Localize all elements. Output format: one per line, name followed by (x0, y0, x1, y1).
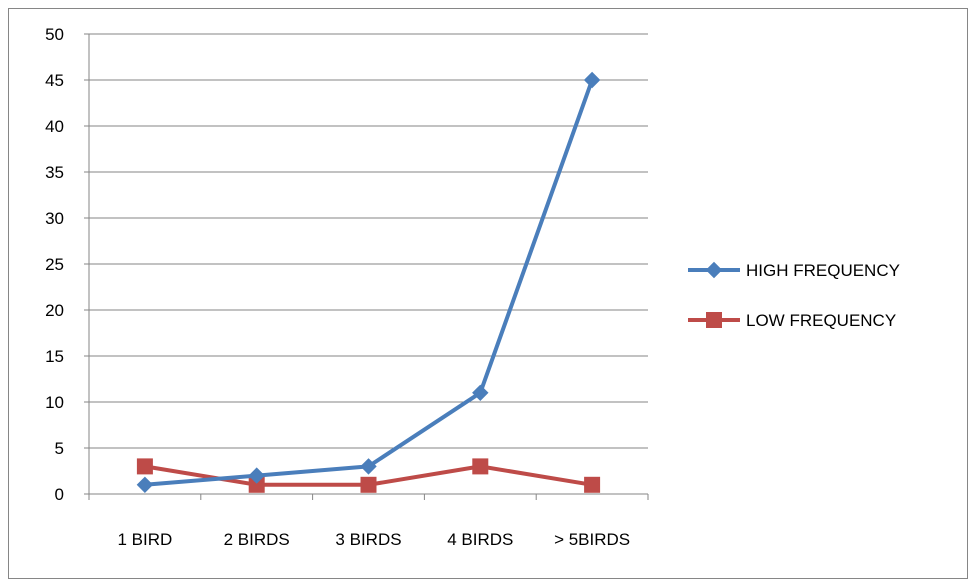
y-tick-label: 45 (45, 71, 64, 90)
y-tick-label: 40 (45, 117, 64, 136)
data-point (136, 458, 153, 475)
x-tick-label: 4 BIRDS (447, 530, 513, 549)
y-tick-label: 35 (45, 163, 64, 182)
legend-square-marker (706, 312, 722, 328)
y-tick-label: 0 (55, 485, 64, 504)
data-point (360, 476, 377, 493)
legend-label: HIGH FREQUENCY (746, 261, 900, 280)
series-line-high-frequency (142, 78, 595, 487)
data-point (472, 458, 489, 475)
y-tick-label: 25 (45, 255, 64, 274)
x-tick-label: 3 BIRDS (335, 530, 401, 549)
legend-label: LOW FREQUENCY (746, 311, 896, 330)
y-tick-label: 20 (45, 301, 64, 320)
data-point (472, 384, 489, 402)
data-point (136, 476, 154, 494)
y-tick-label: 15 (45, 347, 64, 366)
data-point (583, 71, 601, 89)
data-point (584, 476, 601, 493)
data-point (360, 458, 377, 475)
x-tick-label: 2 BIRDS (224, 530, 290, 549)
y-tick-label: 10 (45, 393, 64, 412)
x-tick-label: > 5BIRDS (554, 530, 630, 549)
data-point (248, 467, 265, 484)
y-tick-label: 30 (45, 209, 64, 228)
legend-diamond-marker (705, 261, 723, 279)
y-tick-label: 50 (45, 25, 64, 44)
x-tick-label: 1 BIRD (118, 530, 173, 549)
y-tick-label: 5 (55, 439, 64, 458)
